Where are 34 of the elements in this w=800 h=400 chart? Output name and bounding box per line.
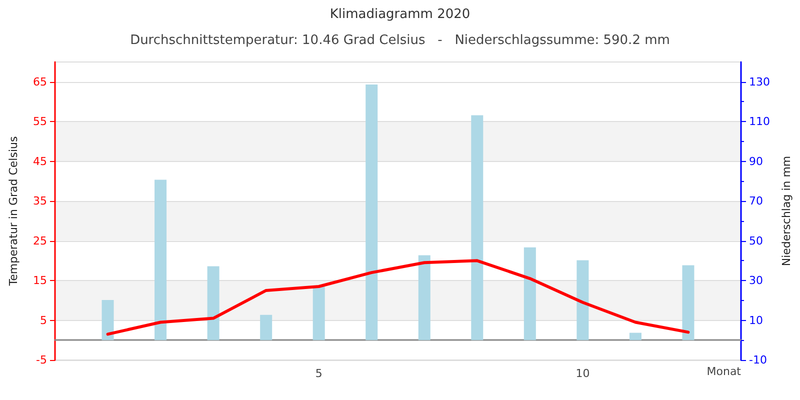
y2-tick-label: 10	[749, 314, 763, 327]
bar	[418, 255, 430, 340]
bar	[102, 300, 114, 340]
y-tick-label: 45	[33, 154, 47, 168]
y2-tick-label: 50	[749, 234, 763, 248]
bar	[207, 266, 220, 340]
bar	[312, 286, 325, 340]
y-tick-label: 15	[33, 274, 47, 288]
y-tick-label: -5	[36, 354, 47, 366]
line-series	[106, 259, 690, 336]
chart-title: Klimadiagramm 2020	[330, 7, 470, 22]
y-tick-label: 65	[33, 75, 47, 88]
x-axis-title: Monat	[706, 365, 742, 378]
bar	[682, 265, 694, 340]
y-tick-label: 55	[33, 115, 47, 128]
chart-subtitle: Durchschnittstemperatur: 10.46 Grad Celsius - Niederschlagssumme: 590.2 mm	[130, 33, 670, 48]
bar	[260, 314, 272, 340]
bar	[576, 260, 589, 340]
y2-axis-title: Niederschlag in mm	[780, 156, 793, 266]
bar	[471, 115, 484, 340]
y-axis-title: Temperatur in Grad Celsius	[7, 136, 20, 287]
y2-tick-label: 70	[749, 194, 763, 208]
y-tick-label: 35	[33, 194, 47, 208]
bar	[154, 180, 167, 340]
y2-tick-label: -10	[749, 354, 767, 366]
y2-tick-label: 90	[749, 154, 763, 168]
y2-tick-label: 130	[749, 75, 770, 88]
y-tick-label: 5	[40, 314, 47, 327]
bar	[629, 332, 642, 340]
y-tick-label: 25	[33, 234, 47, 248]
y2-tick-label: 110	[749, 115, 770, 128]
y2-tick-label: 30	[749, 274, 763, 288]
bar	[524, 247, 536, 340]
bar	[366, 84, 378, 340]
